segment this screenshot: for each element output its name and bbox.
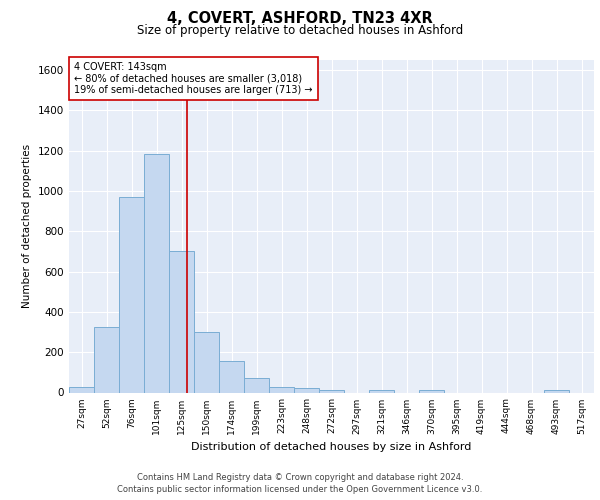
Bar xyxy=(269,387,293,392)
Bar xyxy=(169,252,194,392)
Text: Contains HM Land Registry data © Crown copyright and database right 2024.: Contains HM Land Registry data © Crown c… xyxy=(137,472,463,482)
Bar xyxy=(145,154,169,392)
Text: 4 COVERT: 143sqm
← 80% of detached houses are smaller (3,018)
19% of semi-detach: 4 COVERT: 143sqm ← 80% of detached house… xyxy=(74,62,313,95)
Y-axis label: Number of detached properties: Number of detached properties xyxy=(22,144,32,308)
Text: Size of property relative to detached houses in Ashford: Size of property relative to detached ho… xyxy=(137,24,463,37)
Bar xyxy=(370,390,394,392)
Bar xyxy=(244,378,269,392)
Bar xyxy=(419,390,443,392)
Bar xyxy=(220,362,244,392)
Bar xyxy=(319,390,344,392)
Text: 4, COVERT, ASHFORD, TN23 4XR: 4, COVERT, ASHFORD, TN23 4XR xyxy=(167,11,433,26)
Bar xyxy=(194,332,218,392)
Bar xyxy=(295,388,319,392)
Bar xyxy=(94,327,119,392)
Bar xyxy=(119,197,143,392)
Bar xyxy=(544,390,569,392)
Text: Contains public sector information licensed under the Open Government Licence v3: Contains public sector information licen… xyxy=(118,485,482,494)
X-axis label: Distribution of detached houses by size in Ashford: Distribution of detached houses by size … xyxy=(191,442,472,452)
Bar xyxy=(70,388,94,392)
